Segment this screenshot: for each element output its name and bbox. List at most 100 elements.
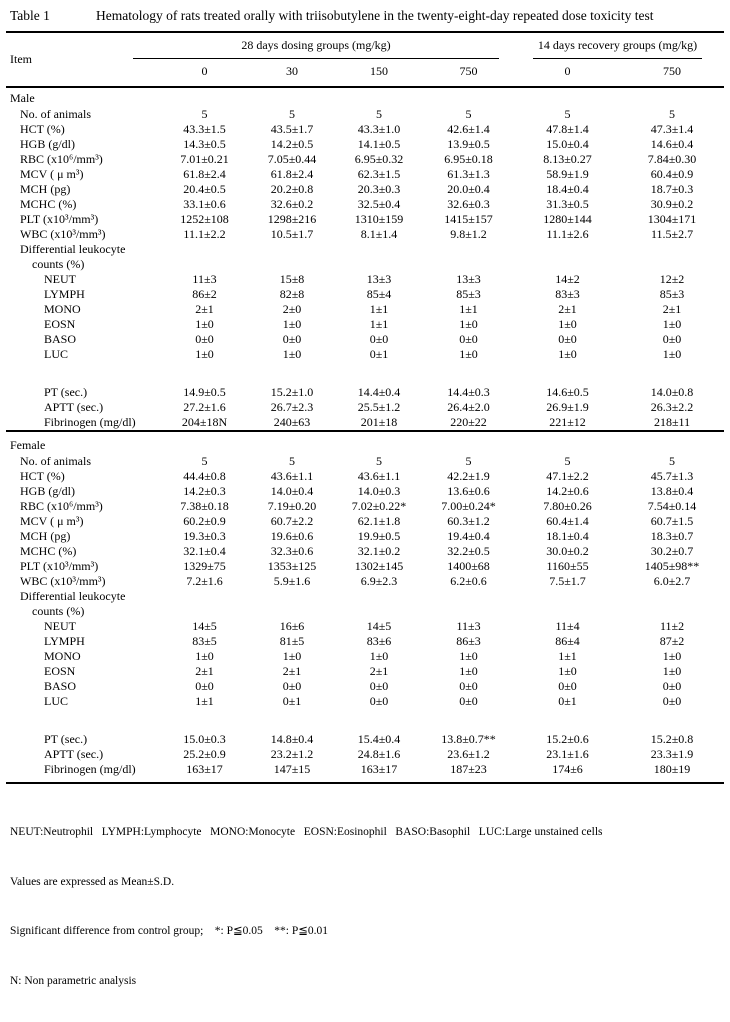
cell-value: 32.6±0.2 (270, 197, 314, 211)
table-row: NEUT 11±3 15±8 13±3 13±3 14±2 12±2 (6, 272, 724, 287)
cell-value: 13±3 (366, 272, 392, 286)
cell-value: 60.7±2.2 (270, 514, 314, 528)
table-row: No. of animals 5 5 5 5 5 5 (6, 454, 724, 469)
cell-value: 19.9±0.5 (357, 529, 401, 543)
cell-value: 47.1±2.2 (546, 469, 589, 483)
cell-value: 0±0 (662, 694, 682, 708)
cell-value: 5 (376, 107, 382, 121)
row-label: BASO (44, 332, 77, 346)
cell-value: 20.3±0.3 (357, 182, 401, 196)
cell-value: 5 (564, 454, 571, 468)
cell-value: 7.38±0.18 (180, 499, 229, 513)
cell-value: 83±3 (555, 287, 580, 301)
cell-value (620, 257, 724, 272)
cell-value: 0±1 (558, 694, 577, 708)
cell-value: 23.6±1.2 (447, 747, 490, 761)
cell-value: 2±1 (558, 302, 577, 316)
cell-value: 0±1 (282, 694, 302, 708)
item-column-header: Item (6, 33, 161, 88)
row-label (6, 709, 161, 732)
table-row: Differential leukocyte (6, 242, 724, 257)
table-row: HCT (%) 44.4±0.8 43.6±1.1 43.6±1.1 42.2±1.9 4… (6, 469, 724, 484)
cell-value: 15.0±0.3 (183, 732, 226, 746)
cell-value: 0±1 (369, 347, 389, 361)
section-label: Female (6, 430, 725, 454)
cell-value: 1±0 (282, 347, 302, 361)
cell-value: 2±1 (195, 302, 214, 316)
cell-value: 0±0 (459, 694, 478, 708)
table-row: MCHC (%) 33.1±0.6 32.6±0.2 32.5±0.4 32.6±0.3… (6, 197, 724, 212)
cell-value: 43.6±1.1 (357, 469, 401, 483)
cell-value: 201±18 (360, 415, 398, 429)
table-row: LYMPH 83±5 81±5 83±6 86±3 86±4 87±2 (6, 634, 724, 649)
cell-value: 18.7±0.3 (650, 182, 694, 196)
table-row: MCHC (%) 32.1±0.4 32.3±0.6 32.1±0.2 32.2±0.5… (6, 544, 724, 559)
row-label: HCT (%) (20, 469, 65, 483)
cell-value (422, 257, 515, 272)
cell-value: 1±0 (662, 664, 682, 678)
table-row: Differential leukocyte (6, 589, 724, 604)
cell-value: 11±2 (659, 619, 685, 633)
cell-value: 15.2±0.6 (546, 732, 589, 746)
row-label: LUC (44, 694, 68, 708)
cell-value: 187±23 (450, 762, 487, 776)
cell-value: 30.9±0.2 (650, 197, 694, 211)
cell-value: 221±12 (549, 415, 586, 429)
footnote-significance: Significant difference from control grou… (10, 925, 329, 937)
cell-value: 0±0 (369, 679, 389, 693)
cell-value: 60.7±1.5 (650, 514, 694, 528)
cell-value: 7.01±0.21 (180, 152, 229, 166)
cell-value: 1±0 (459, 664, 478, 678)
cell-value: 8.13±0.27 (543, 152, 592, 166)
cell-value: 86±3 (456, 634, 481, 648)
cell-value: 14.1±0.5 (357, 137, 401, 151)
cell-value: 1±1 (195, 694, 214, 708)
cell-value (422, 242, 515, 257)
row-label: Fibrinogen (mg/dl) (44, 415, 136, 429)
table-row: MONO 1±0 1±0 1±0 1±0 1±1 1±0 (6, 649, 724, 664)
row-label: NEUT (44, 272, 76, 286)
cell-value: 7.84±0.30 (647, 152, 697, 166)
footnote-mean-sd: Values are expressed as Mean±S.D. (10, 875, 175, 888)
cell-value: 32.5±0.4 (357, 197, 401, 211)
cell-value: 25.5±1.2 (357, 400, 401, 414)
row-label: WBC (x10³/mm³) (20, 574, 106, 588)
cell-value: 15±8 (279, 272, 305, 286)
table-row: APTT (sec.) 27.2±1.6 26.7±2.3 25.5±1.2 26.4±… (6, 400, 724, 415)
cell-value: 83±5 (192, 634, 217, 648)
cell-value: 7.05±0.44 (267, 152, 317, 166)
table-row: LYMPH 86±2 82±8 85±4 85±3 83±3 85±3 (6, 287, 724, 302)
cell-value: 32.2±0.5 (447, 544, 490, 558)
cell-value (515, 362, 620, 385)
table-body: Male No. of animals 5 5 5 5 5 5 HCT (%) 43.3±1.5 4… (6, 87, 725, 777)
cell-value: 1304±171 (647, 212, 697, 226)
cell-value: 14±5 (366, 619, 392, 633)
cell-value: 15.0±0.4 (546, 137, 589, 151)
cell-value: 7.02±0.22* (351, 499, 407, 513)
row-label: HCT (%) (20, 122, 65, 136)
cell-value: 180±19 (653, 762, 691, 776)
cell-value: 1±0 (459, 317, 478, 331)
cell-value: 11.1±2.6 (546, 227, 589, 241)
cell-value: 11±3 (456, 619, 481, 633)
cell-value (161, 362, 248, 385)
dose-header: 150 (336, 59, 422, 88)
cell-value: 5 (465, 454, 472, 468)
cell-value: 1±0 (282, 649, 302, 663)
row-label: RBC (x10⁶/mm³) (20, 499, 103, 513)
footnote-nonparametric: N: Non parametric analysis (10, 974, 137, 987)
cell-value: 7.80±0.26 (543, 499, 592, 513)
cell-value: 0±0 (459, 679, 478, 693)
cell-value: 32.1±0.4 (183, 544, 226, 558)
table-row: HGB (g/dl) 14.2±0.3 14.0±0.4 14.0±0.3 13.6±0… (6, 484, 724, 499)
row-label: counts (%) (32, 257, 85, 271)
cell-value: 60.2±0.9 (183, 514, 226, 528)
row-label: MONO (44, 649, 81, 663)
cell-value: 58.9±1.9 (546, 167, 589, 181)
row-label: LYMPH (44, 287, 85, 301)
dosing-group-header-cell: 28 days dosing groups (mg/kg) (133, 33, 515, 59)
row-label: EOSN (44, 664, 76, 678)
table-row: MCV ( μ m³) 61.8±2.4 61.8±2.4 62.3±1.5 61.3±… (6, 167, 724, 182)
cell-value: 0±0 (369, 694, 389, 708)
table-row: BASO 0±0 0±0 0±0 0±0 0±0 0±0 (6, 332, 724, 347)
